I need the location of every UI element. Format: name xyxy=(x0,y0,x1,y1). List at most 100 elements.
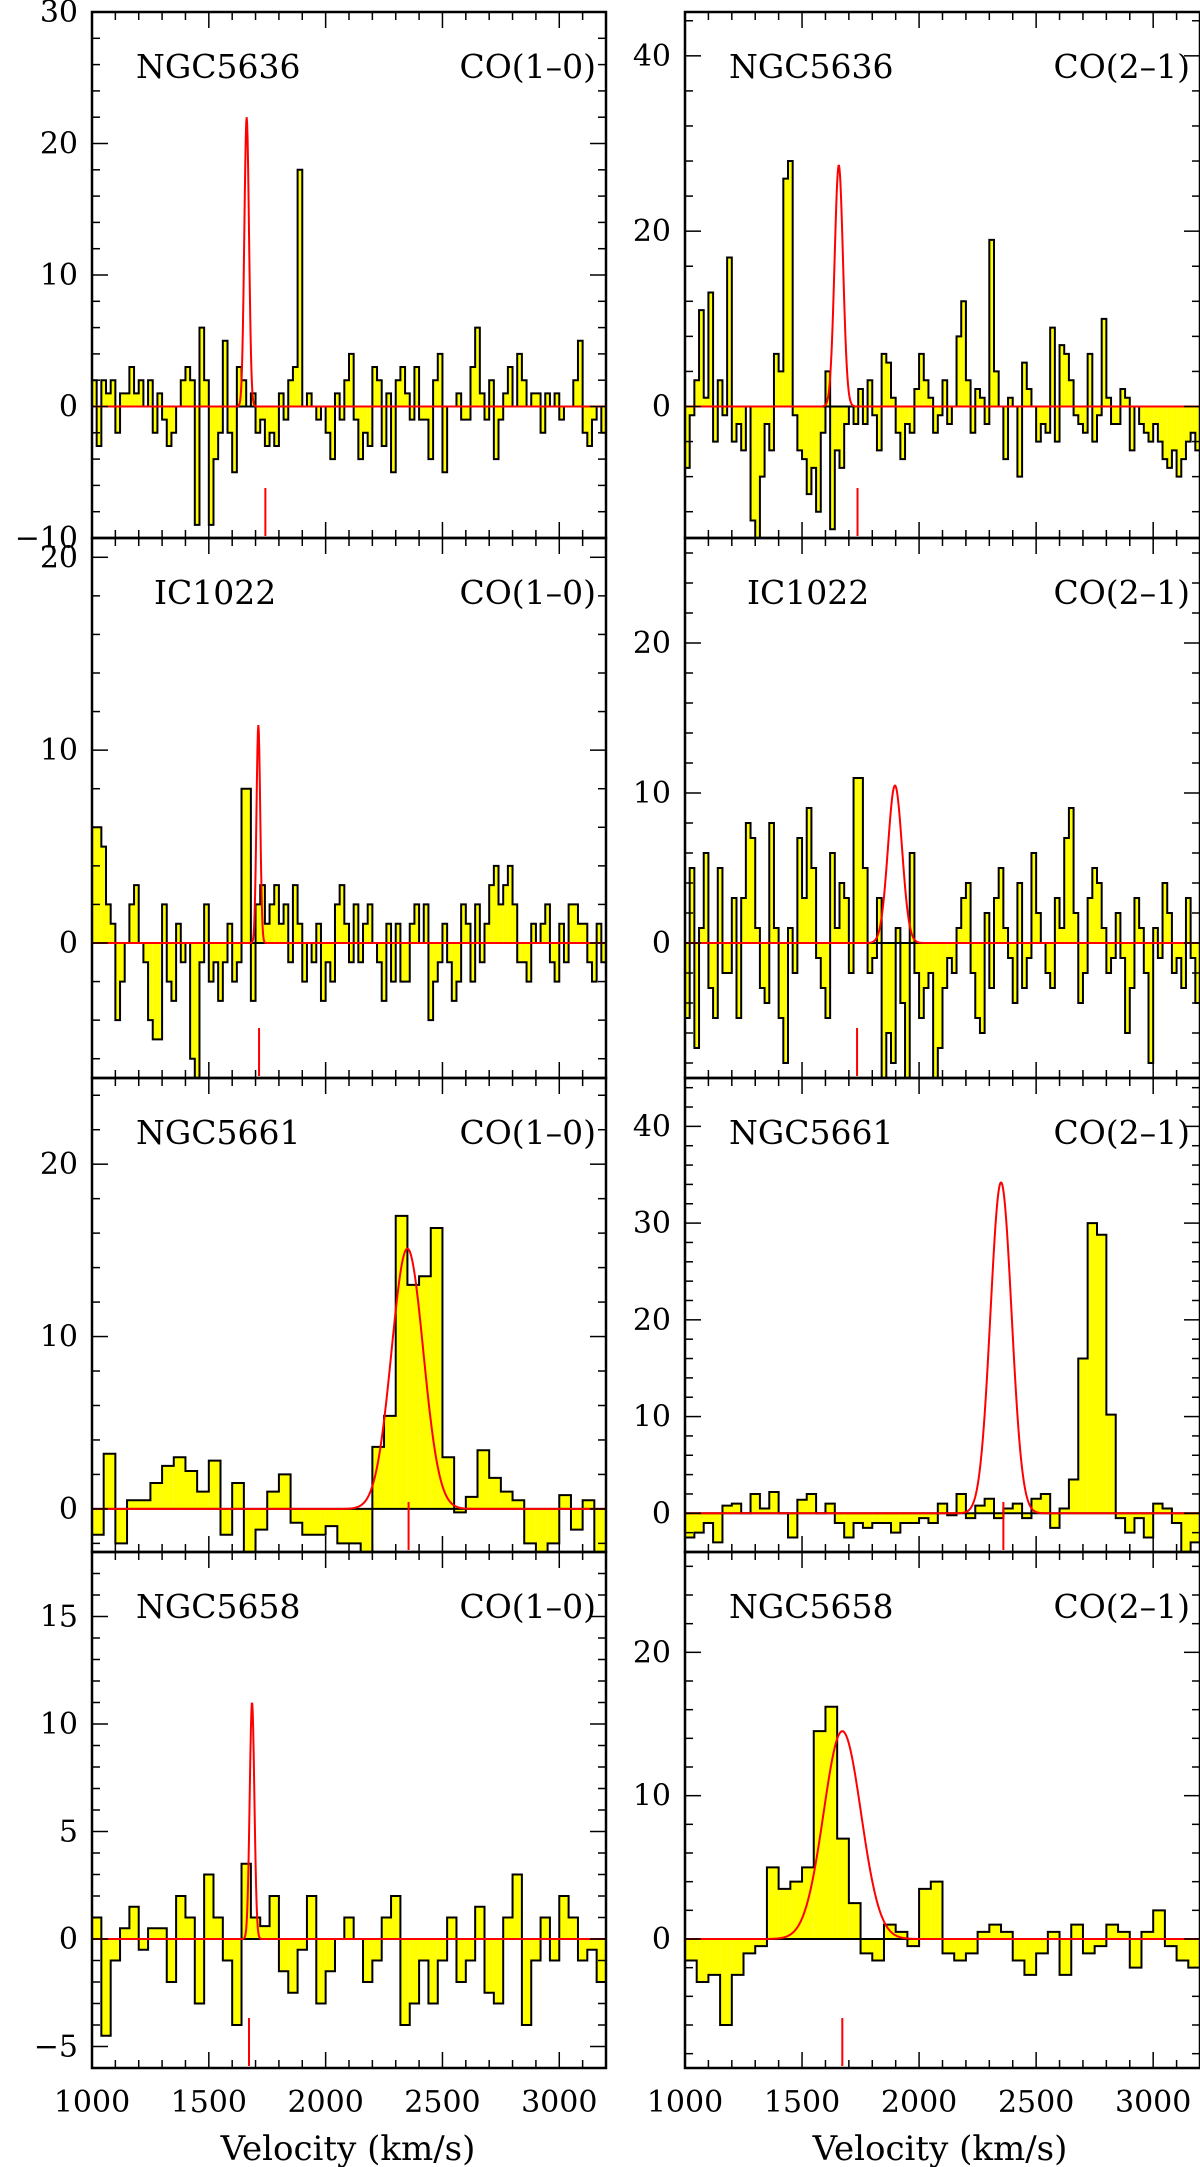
spectrum-bin xyxy=(250,1917,261,1939)
spectrum-bin xyxy=(400,943,406,982)
spectrum-bin xyxy=(1087,353,1093,407)
spectrum-histogram-line xyxy=(685,1222,1200,1552)
spectrum-bin xyxy=(919,1888,931,1939)
spectrum-bin xyxy=(391,943,396,982)
spectrum-bin xyxy=(784,407,789,433)
spectrum-bin xyxy=(954,1939,966,1961)
spectrum-bin xyxy=(283,904,289,943)
spectrum-bin xyxy=(1073,913,1079,943)
spectrum-bin xyxy=(694,380,700,407)
spectrum-bin xyxy=(288,943,293,963)
spectrum-bin xyxy=(806,1493,817,1514)
spectrum-bin xyxy=(835,380,840,406)
spectrum-bin xyxy=(489,1477,501,1509)
spectrum-bin xyxy=(923,943,929,988)
spectrum-bin xyxy=(208,1460,221,1509)
gaussian-fit-line xyxy=(685,164,1200,408)
spectrum-bin xyxy=(1111,406,1116,425)
spectrum-bin xyxy=(606,1466,618,1509)
spectrum-bin xyxy=(1068,808,1074,943)
spectrum-group xyxy=(92,1214,618,1552)
gaussian-fit-line xyxy=(685,1730,1200,1940)
spectrum-bin xyxy=(138,380,144,407)
spectrum-bin xyxy=(470,943,476,982)
spectrum-bin xyxy=(255,904,261,943)
spectrum-bin xyxy=(825,371,831,407)
spectrum-bin xyxy=(290,1508,303,1523)
spectrum-bin xyxy=(837,1838,849,1939)
spectrum-bin xyxy=(535,393,541,407)
spectrum-bin xyxy=(190,380,195,407)
spectrum-bin xyxy=(1129,406,1135,451)
y-tick-label: 0 xyxy=(59,1492,78,1527)
spectrum-bin xyxy=(956,1493,966,1514)
spectrum-bin xyxy=(222,1939,233,1961)
spectrum-bin xyxy=(419,406,424,420)
spectrum-bin xyxy=(956,336,962,407)
spectrum-bin xyxy=(727,257,732,407)
spectrum-bin xyxy=(461,904,466,943)
y-tick-label: −10 xyxy=(15,521,78,556)
spectrum-bin xyxy=(1003,406,1009,460)
spectrum-bin xyxy=(437,353,443,407)
spectrum-bin xyxy=(442,923,448,943)
spectrum-bin xyxy=(204,1874,214,1939)
gaussian-fit-line xyxy=(92,1702,606,1940)
spectrum-bin xyxy=(907,1939,920,1947)
x-tick-label: 1000 xyxy=(54,2085,130,2120)
spectrum-bin xyxy=(741,406,746,451)
spectrum-bin xyxy=(860,1939,873,1954)
spectrum-bin xyxy=(337,1508,349,1544)
spectrum-bin xyxy=(881,1513,891,1523)
spectrum-bin xyxy=(400,1939,410,2025)
spectrum-bin xyxy=(737,1918,746,1940)
spectrum-bin xyxy=(391,406,396,473)
spectrum-bin xyxy=(766,1867,779,1939)
spectrum-bin xyxy=(1097,883,1102,943)
spectrum-bin xyxy=(110,923,116,943)
spectrum-bin xyxy=(975,943,980,1018)
panel-ngc5636-co10: −10 0 10 20 30 NGC5636 CO(1–0) xyxy=(15,0,840,556)
spectrum-bin xyxy=(1082,943,1088,973)
spectrum-bin xyxy=(764,943,770,1003)
spectrum-bin xyxy=(965,1939,978,1954)
spectrum-bin xyxy=(905,943,910,1078)
transition-label: CO(2–1) xyxy=(1053,1587,1190,1626)
spectrum-bin xyxy=(773,928,779,943)
spectrum-bin xyxy=(213,406,219,460)
spectrum-bin xyxy=(1064,838,1069,943)
spectrum-bin xyxy=(255,1508,268,1530)
spectrum-bin xyxy=(1143,406,1149,433)
spectrum-bin xyxy=(961,301,966,407)
spectrum-bin xyxy=(208,406,214,525)
spectrum-bin xyxy=(423,904,429,943)
spectrum-bin xyxy=(1078,406,1083,425)
spectrum-bin xyxy=(759,943,765,988)
spectrum-bin xyxy=(1040,406,1046,425)
spectrum-bin xyxy=(358,406,364,460)
spectrum-bin xyxy=(218,406,223,433)
spectrum-bin xyxy=(115,943,121,1021)
spectrum-bin xyxy=(625,924,630,943)
spectrum-bin xyxy=(582,406,588,433)
panel-frame xyxy=(90,1550,608,2070)
spectrum-bin xyxy=(549,1939,560,1961)
spectrum-bin xyxy=(1045,943,1051,973)
spectrum-bin xyxy=(977,1931,990,1939)
spectrum-bin xyxy=(639,943,644,962)
spectrum-bin xyxy=(872,943,877,958)
galaxy-name-label: NGC5661 xyxy=(729,1113,893,1152)
spectrum-bin xyxy=(1087,1223,1097,1514)
spectrum-bin xyxy=(465,1496,478,1509)
galaxy-name-label: IC1022 xyxy=(747,573,869,612)
spectrum-bin xyxy=(1167,913,1172,943)
spectrum-bin xyxy=(288,1939,298,1993)
y-tick-label: 10 xyxy=(633,1400,671,1435)
spectrum-bin xyxy=(1022,362,1027,407)
spectrum-bin xyxy=(1017,883,1023,943)
transition-label: CO(1–0) xyxy=(459,47,596,86)
spectrum-bin xyxy=(1008,943,1013,958)
spectrum-bin xyxy=(498,904,504,943)
spectrum-bin xyxy=(489,885,494,943)
